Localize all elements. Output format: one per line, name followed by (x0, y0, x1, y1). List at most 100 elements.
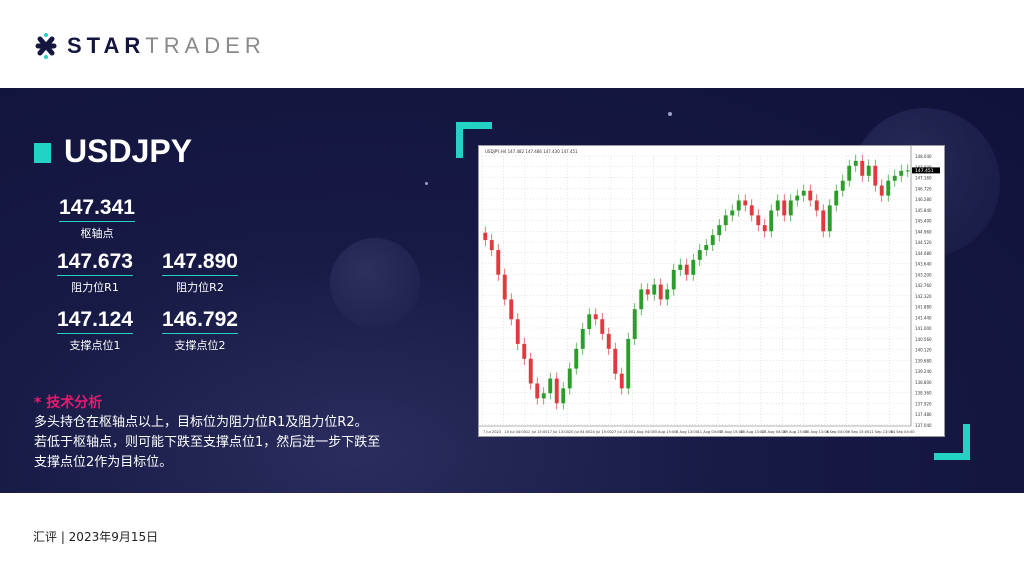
candle-body (606, 333, 611, 349)
candle-body (840, 180, 845, 191)
candle-body (736, 200, 741, 211)
startrader-logo: STAR TRADER (33, 33, 266, 59)
y-tick-label: 139.240 (915, 369, 932, 374)
candle-body (905, 170, 910, 172)
y-tick-label: 137.480 (915, 412, 932, 417)
candle-body (554, 378, 559, 404)
y-tick-label: 142.320 (915, 294, 932, 299)
candle-body (788, 200, 793, 216)
corner-bracket-top-left (456, 122, 492, 158)
candle-body (743, 200, 748, 206)
x-tick-label: 7 Jul 2023 (483, 430, 501, 434)
y-tick-label: 141.000 (915, 326, 932, 331)
candle-body (801, 190, 806, 196)
candle-body (652, 284, 657, 295)
candle-body (892, 175, 897, 181)
footer-date: 汇评 | 2023年9月15日 (33, 530, 159, 544)
corner-bracket-bottom-right (934, 424, 970, 460)
candle-body (567, 368, 572, 389)
header: STAR TRADER (0, 0, 1024, 88)
candle-body (580, 328, 585, 349)
x-tick-label: 6 Sep 15:00 (848, 430, 870, 434)
x-tick-label: 4 Sep 04:00 (826, 430, 848, 434)
x-tick-label: 14 Sep 04:00 (891, 430, 916, 434)
candle-body (710, 235, 715, 245)
candle-body (899, 170, 904, 176)
s2-value: 146.792 (162, 308, 238, 334)
candle-body (502, 274, 507, 300)
candle-body (834, 190, 839, 206)
candle-body (749, 205, 754, 216)
x-tick-label: 1 Aug 04:00 (633, 430, 656, 434)
symbol-marker (34, 143, 51, 163)
candle-body (613, 348, 618, 374)
r1-label: 阻力位R1 (71, 281, 119, 294)
y-tick-label: 144.520 (915, 240, 932, 245)
analysis-line: 若低于枢轴点，则可能下跌至支撑点位1，然后进一步下跌至 (34, 435, 381, 450)
candle-body (626, 339, 631, 389)
x-tick-label: 17 Jul 13:00 (547, 430, 569, 434)
candle-body (541, 393, 546, 399)
candle-body (561, 388, 566, 404)
x-tick-label: 8 Aug 13:00 (676, 430, 699, 434)
brand-word-star: STAR (67, 33, 146, 58)
y-tick-label: 146.720 (915, 186, 932, 191)
candle-body (769, 210, 774, 232)
candle-body (717, 225, 722, 236)
candle-body (658, 284, 663, 300)
x-tick-label: 15 Aug 15:00 (719, 430, 744, 434)
candle-body (866, 165, 871, 176)
candle-body (587, 314, 592, 329)
x-tick-label: 27 Jul 13:00 (612, 430, 634, 434)
candle-body (808, 190, 813, 201)
r1-level: 147.673 阻力位R1 (45, 250, 145, 295)
star-dot (668, 112, 672, 116)
candle-body (548, 378, 553, 394)
symbol-title: USDJPY (64, 133, 193, 169)
candle-body (886, 180, 891, 196)
analysis-body: 多头持仓在枢轴点以上，目标位为阻力位R1及阻力位R2。 若低于枢轴点，则可能下跌… (34, 413, 414, 473)
candle-body (535, 383, 540, 399)
analysis-line: 支撑点位2作为目标位。 (34, 455, 173, 470)
candle-body (574, 348, 579, 369)
candle-body (528, 358, 533, 384)
y-tick-label: 138.800 (915, 380, 932, 385)
candle-body (847, 165, 852, 181)
r1-value: 147.673 (57, 250, 133, 276)
y-tick-label: 142.760 (915, 283, 932, 288)
x-tick-label: 3 Aug 15:00 (655, 430, 678, 434)
candle-body (489, 240, 494, 251)
candle-body (671, 269, 676, 290)
candle-body (593, 314, 598, 320)
x-tick-label: 20 Jul 04:00 (569, 430, 591, 434)
candle-body (697, 250, 702, 260)
candle-body (782, 200, 787, 216)
candle-body (639, 289, 644, 310)
y-tick-label: 140.120 (915, 348, 932, 353)
candle-body (509, 299, 514, 320)
candle-body (496, 250, 501, 275)
y-tick-label: 147.160 (915, 176, 932, 181)
y-tick-label: 144.960 (915, 229, 932, 234)
x-tick-label: 30 Aug 13:00 (805, 430, 830, 434)
candle-body (522, 343, 527, 359)
candle-body (730, 210, 735, 216)
y-tick-label: 144.080 (915, 251, 932, 256)
candle-body (704, 244, 709, 251)
s2-label: 支撑点位2 (174, 339, 226, 352)
analysis-line: 多头持仓在枢轴点以上，目标位为阻力位R1及阻力位R2。 (34, 415, 368, 430)
candle-body (515, 319, 520, 344)
x-tick-label: 23 Aug 04:00 (762, 430, 787, 434)
x-tick-label: 12 Jul 15:00 (526, 430, 548, 434)
x-tick-label: 25 Aug 15:00 (783, 430, 808, 434)
price-chart: USDJPY,H4 147.482 147.486 147.430 147.45… (478, 145, 945, 437)
chart-title: USDJPY,H4 147.482 147.486 147.430 147.45… (485, 149, 578, 154)
candle-body (665, 289, 670, 300)
y-tick-label: 141.440 (915, 315, 932, 320)
candle-body (600, 319, 605, 334)
s2-level: 146.792 支撑点位2 (150, 308, 250, 353)
pivot-label: 枢轴点 (80, 227, 114, 240)
y-tick-label: 141.880 (915, 305, 932, 310)
r2-level: 147.890 阻力位R2 (150, 250, 250, 295)
pivot-level: 147.341 枢轴点 (47, 196, 147, 241)
